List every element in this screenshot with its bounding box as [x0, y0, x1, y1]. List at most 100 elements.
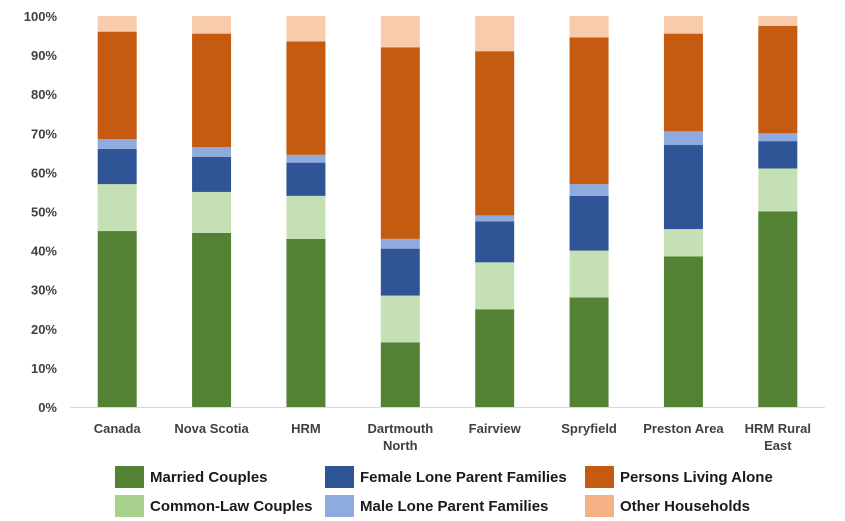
legend-swatch [585, 466, 614, 488]
y-tick-label: 10% [31, 361, 57, 376]
legend-label: Persons Living Alone [620, 468, 773, 486]
bar-segment [97, 148, 137, 185]
x-tick-label: Dartmouth [367, 421, 433, 436]
legend: Married Couples Female Lone Parent Famil… [115, 466, 815, 517]
bar-segment [192, 233, 232, 407]
bar-segment [192, 156, 232, 192]
legend-swatch [115, 466, 144, 488]
bar-segment [380, 342, 420, 407]
bar-segment [758, 141, 798, 169]
bar-segment [97, 31, 137, 140]
legend-swatch [325, 495, 354, 517]
bars [97, 16, 798, 407]
bar-segment [286, 154, 326, 163]
bar-segment [475, 16, 515, 52]
bar-segment [380, 238, 420, 249]
bar-segment [380, 248, 420, 296]
x-axis: Canada Nova Scotia HRM Dartmouth North Fairvi… [94, 421, 811, 453]
bar-segment [569, 37, 609, 185]
bar-segment [286, 195, 326, 239]
bar-stack [97, 16, 137, 407]
y-axis: 0% 10% 20% 30% 40% 50% 60% 70% 80% 90% 100% [24, 9, 58, 415]
bar-segment [380, 47, 420, 239]
bar-segment [97, 184, 137, 232]
bar-segment [663, 33, 703, 132]
bar-segment [475, 262, 515, 310]
bar-segment [758, 168, 798, 212]
y-tick-label: 70% [31, 126, 57, 141]
bar-segment [758, 16, 798, 26]
bar-stack [569, 16, 609, 407]
y-tick-label: 100% [24, 9, 58, 24]
bar-segment [663, 256, 703, 407]
bar-stack [758, 16, 798, 407]
bar-segment [286, 238, 326, 407]
bar-segment [380, 295, 420, 343]
bar-segment [758, 25, 798, 134]
bar-segment [569, 184, 609, 196]
x-tick-label: HRM Rural [745, 421, 811, 436]
bar-segment [97, 16, 137, 32]
bar-segment [97, 139, 137, 149]
bar-segment [663, 16, 703, 34]
x-tick-label: East [764, 438, 792, 453]
bar-segment [569, 297, 609, 407]
legend-label: Other Households [620, 497, 751, 515]
x-tick-label: North [383, 438, 418, 453]
bar-stack [192, 16, 232, 407]
legend-item-common-law-couples: Common-Law Couples [115, 495, 313, 517]
bar-segment [569, 250, 609, 298]
legend-swatch [325, 466, 354, 488]
legend-item-other-households: Other Households [585, 495, 750, 517]
y-tick-label: 90% [31, 48, 57, 63]
legend-item-female-lone-parent-families: Female Lone Parent Families [325, 466, 567, 488]
x-tick-label: Preston Area [643, 421, 724, 436]
bar-segment [569, 16, 609, 38]
legend-swatch [585, 495, 614, 517]
bar-segment [475, 221, 515, 263]
x-tick-label: Fairview [469, 421, 522, 436]
bar-stack [475, 16, 515, 407]
bar-segment [569, 195, 609, 251]
legend-item-persons-living-alone: Persons Living Alone [585, 466, 773, 488]
y-tick-label: 20% [31, 322, 57, 337]
bar-segment [286, 16, 326, 42]
bar-segment [286, 41, 326, 155]
stacked-bar-chart: 0% 10% 20% 30% 40% 50% 60% 70% 80% 90% 100% Canada… [24, 9, 825, 453]
bar-segment [97, 231, 137, 407]
bar-stack [380, 16, 420, 407]
legend-label: Female Lone Parent Families [360, 468, 567, 486]
bar-segment [475, 51, 515, 216]
bar-segment [192, 146, 232, 157]
bar-segment [475, 309, 515, 407]
bar-segment [758, 133, 798, 142]
bar-segment [286, 162, 326, 196]
bar-segment [380, 16, 420, 48]
y-tick-label: 30% [31, 283, 57, 298]
y-tick-label: 80% [31, 87, 57, 102]
legend-label: Common-Law Couples [150, 497, 313, 515]
bar-segment [475, 215, 515, 222]
legend-swatch [115, 495, 144, 517]
bar-stack [286, 16, 326, 407]
bar-segment [663, 145, 703, 230]
legend-item-male-lone-parent-families: Male Lone Parent Families [325, 495, 548, 517]
x-tick-label: HRM [291, 421, 321, 436]
bar-segment [192, 191, 232, 234]
y-tick-label: 50% [31, 205, 57, 220]
x-tick-label: Spryfield [561, 421, 617, 436]
legend-label: Married Couples [150, 468, 268, 486]
legend-item-married-couples: Married Couples [115, 466, 268, 488]
bar-segment [192, 33, 232, 147]
legend-label: Male Lone Parent Families [360, 497, 549, 515]
y-tick-label: 40% [31, 244, 57, 259]
bar-stack [663, 16, 703, 407]
bar-segment [663, 229, 703, 257]
x-tick-label: Canada [94, 421, 142, 436]
y-tick-label: 60% [31, 165, 57, 180]
bar-segment [758, 211, 798, 407]
bar-segment [192, 16, 232, 34]
y-tick-label: 0% [38, 400, 57, 415]
x-tick-label: Nova Scotia [174, 421, 249, 436]
bar-segment [663, 131, 703, 146]
